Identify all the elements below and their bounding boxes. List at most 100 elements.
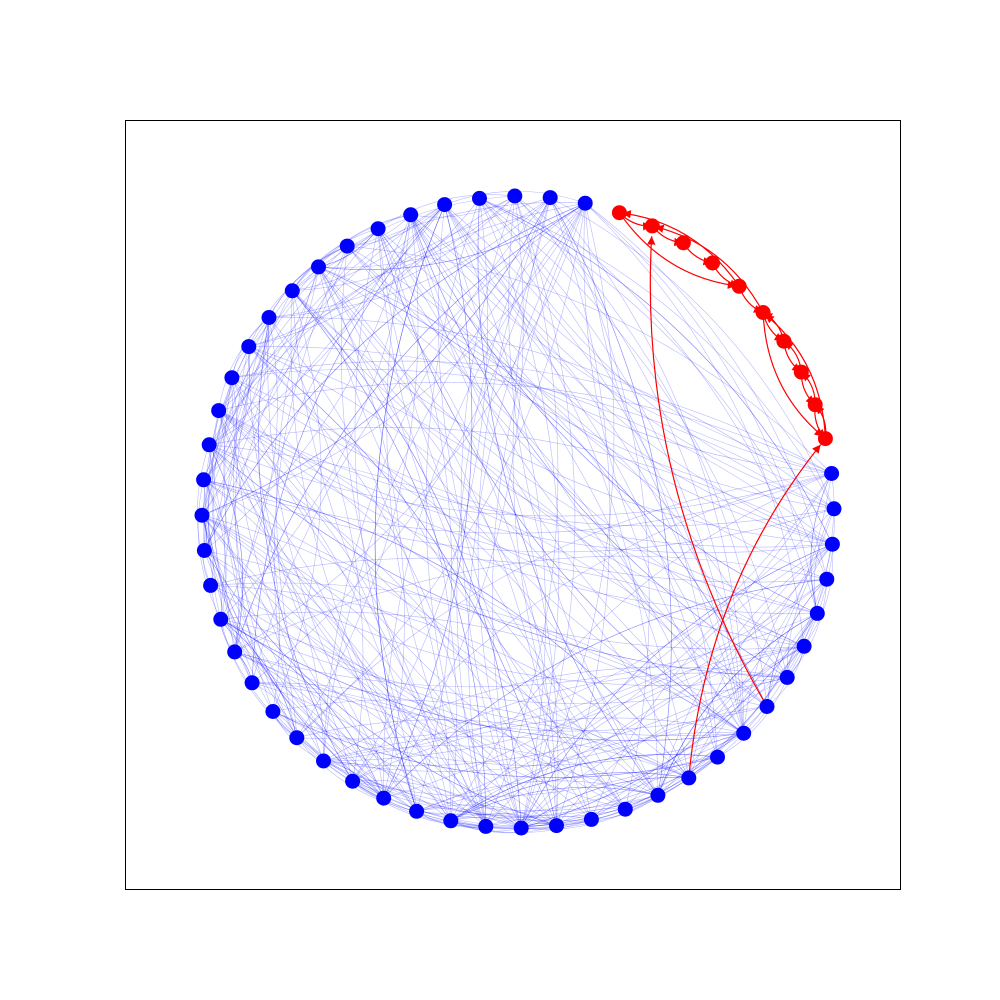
blue-edge: [201, 203, 586, 516]
blue-edge: [479, 198, 835, 509]
blue-node: [227, 644, 243, 660]
blue-edge: [352, 732, 744, 797]
blue-edge: [204, 550, 417, 812]
blue-edge: [766, 578, 828, 707]
blue-edge: [318, 266, 659, 796]
blue-edge: [688, 646, 805, 779]
blue-edge: [248, 346, 417, 812]
blue-edge: [220, 214, 411, 620]
blue-edge: [296, 203, 586, 738]
blue-edge: [218, 202, 586, 411]
blue-edge: [803, 544, 834, 647]
blue-edge: [218, 410, 626, 810]
blue-edge: [444, 204, 744, 734]
blue-edge: [549, 197, 744, 734]
blue-edge: [416, 756, 718, 819]
blue-edge: [352, 780, 522, 830]
blue-edge: [444, 204, 659, 796]
blue-edge: [218, 410, 280, 712]
blue-edge: [234, 204, 445, 652]
blue-edge: [218, 410, 835, 527]
blue-edge: [210, 582, 744, 734]
blue-edge: [268, 197, 551, 318]
blue-edge: [479, 198, 835, 510]
blue-edge: [276, 266, 324, 762]
blue-edge: [234, 203, 586, 653]
blue-edge: [203, 479, 690, 779]
blue-edge: [233, 346, 298, 738]
blue-edge: [444, 204, 832, 474]
blue-edge: [201, 514, 522, 829]
blue-node: [549, 818, 564, 834]
blue-edge: [209, 444, 557, 826]
blue-node: [201, 437, 217, 453]
blue-edge: [479, 198, 560, 829]
blue-edge: [521, 613, 818, 829]
blue-edge: [251, 682, 324, 762]
blue-edge: [224, 290, 293, 652]
blue-edge: [201, 515, 384, 799]
blue-edge: [583, 203, 744, 734]
blue-edge: [318, 266, 768, 707]
blue-edge: [456, 197, 551, 827]
blue-node: [241, 339, 257, 355]
blue-edge: [352, 780, 486, 827]
blue-edge: [521, 777, 689, 829]
blue-edge: [444, 204, 833, 545]
blue-edge: [292, 290, 818, 614]
blue-edge: [383, 204, 473, 799]
blue-edge: [520, 646, 805, 829]
blue-edge: [450, 754, 718, 822]
blue-edge: [201, 346, 250, 516]
blue-edge: [416, 544, 833, 812]
blue-edge: [204, 377, 238, 551]
blue-edge: [323, 646, 805, 767]
blue-edge: [377, 228, 805, 647]
blue-node: [194, 507, 210, 523]
blue-edge: [201, 515, 417, 812]
blue-node: [316, 753, 331, 769]
blue-edge: [591, 508, 835, 820]
blue-edge: [209, 444, 832, 517]
blue-edge: [410, 214, 744, 734]
blue-edge: [657, 473, 832, 796]
blue-node: [345, 773, 361, 789]
red-node: [644, 218, 660, 234]
blue-edge: [203, 346, 250, 480]
blue-edge: [340, 246, 487, 827]
blue-edge: [514, 195, 744, 734]
blue-edge: [203, 479, 324, 762]
blue-edge: [292, 202, 586, 292]
blue-edge: [416, 732, 744, 815]
blue-edge: [218, 410, 522, 829]
blue-edge: [347, 245, 832, 474]
blue-edge: [549, 197, 672, 796]
blue-edge: [208, 444, 324, 762]
blue-node: [224, 370, 240, 386]
blue-edge: [272, 711, 353, 782]
blue-edge: [450, 754, 718, 822]
blue-edge: [204, 214, 411, 551]
blue-edge: [252, 682, 626, 810]
blue-edge: [210, 585, 744, 737]
blue-edge: [318, 266, 818, 614]
blue-edge: [292, 290, 833, 545]
blue-edge: [377, 228, 744, 734]
red-node: [793, 364, 809, 380]
blue-edge: [450, 813, 557, 826]
blue-edge: [450, 754, 718, 822]
red-node: [755, 305, 771, 320]
blue-node: [617, 801, 633, 817]
blue-edge: [450, 646, 805, 822]
red-node: [731, 278, 747, 294]
blue-node: [289, 730, 305, 746]
blue-node: [376, 790, 392, 806]
blue-edge: [220, 619, 384, 799]
blue-edge: [377, 228, 659, 796]
blue-edge: [416, 473, 832, 812]
blue-edge: [201, 514, 626, 810]
blue-edge: [292, 290, 522, 829]
blue-edge: [323, 508, 835, 762]
blue-edge: [268, 317, 452, 821]
blue-node: [759, 699, 775, 714]
